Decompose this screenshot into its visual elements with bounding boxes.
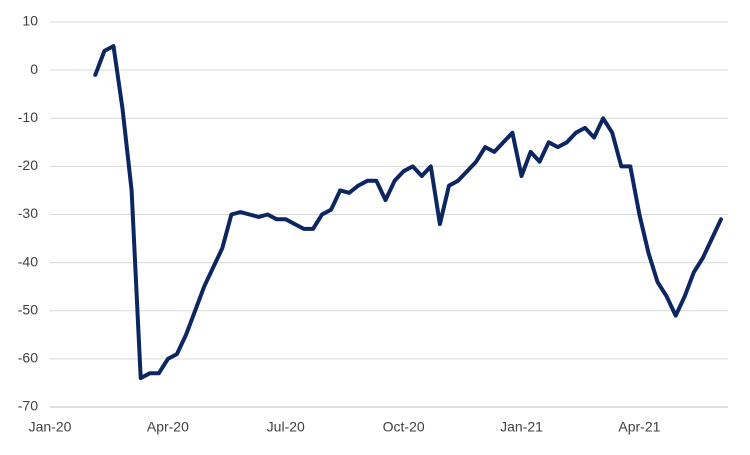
y-tick-label: -40 (18, 253, 38, 269)
y-tick-label: -30 (18, 205, 38, 221)
x-tick-label: Oct-20 (383, 419, 425, 435)
y-tick-label: -10 (18, 109, 38, 125)
x-tick-label: Jan-20 (29, 419, 72, 435)
y-tick-label: 0 (30, 61, 38, 77)
y-tick-label: -20 (18, 157, 38, 173)
x-tick-label: Apr-21 (618, 419, 660, 435)
y-tick-label: -60 (18, 350, 38, 366)
y-tick-label: -70 (18, 398, 38, 414)
x-tick-label: Jan-21 (500, 419, 543, 435)
y-tick-label: 10 (22, 13, 38, 29)
x-tick-label: Jul-20 (267, 419, 305, 435)
line-series (93, 44, 723, 381)
y-tick-label: -50 (18, 301, 38, 317)
x-tick-label: Apr-20 (147, 419, 189, 435)
